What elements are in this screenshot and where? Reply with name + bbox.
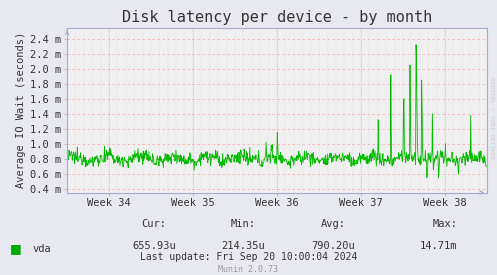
Text: Min:: Min: [231,219,256,229]
Text: Max:: Max: [432,219,457,229]
Text: vda: vda [32,244,51,254]
Title: Disk latency per device - by month: Disk latency per device - by month [122,10,432,25]
Text: Last update: Fri Sep 20 10:00:04 2024: Last update: Fri Sep 20 10:00:04 2024 [140,252,357,262]
Text: Avg:: Avg: [321,219,345,229]
Text: RRDTOOL / TOBI OETIKER: RRDTOOL / TOBI OETIKER [490,77,495,160]
Text: ■: ■ [10,242,22,255]
Text: 790.20u: 790.20u [311,241,355,251]
Text: 214.35u: 214.35u [222,241,265,251]
Text: 655.93u: 655.93u [132,241,176,251]
Text: Cur:: Cur: [142,219,166,229]
Y-axis label: Average IO Wait (seconds): Average IO Wait (seconds) [16,32,26,188]
Text: 14.71m: 14.71m [420,241,457,251]
Text: Munin 2.0.73: Munin 2.0.73 [219,265,278,274]
